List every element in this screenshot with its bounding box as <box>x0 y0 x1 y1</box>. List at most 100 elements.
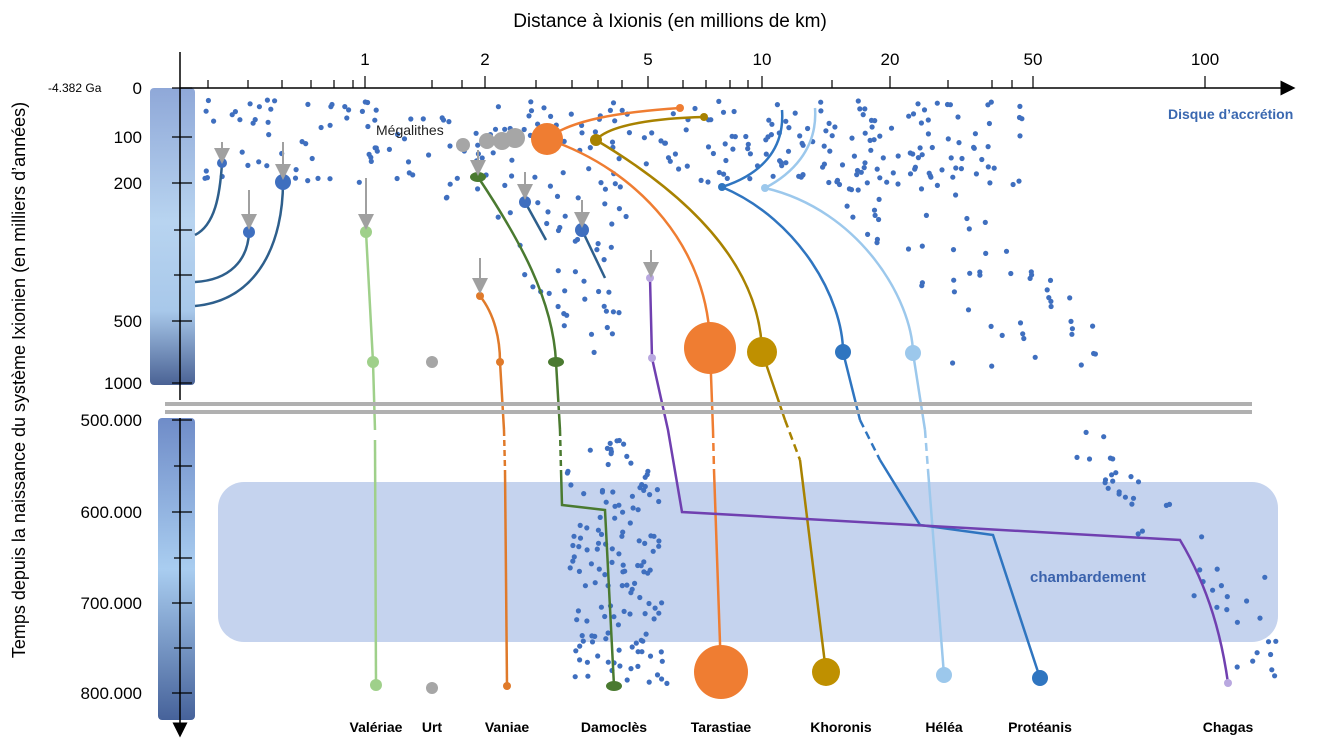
planetesimal <box>653 606 658 611</box>
planetesimal <box>618 184 623 189</box>
planetesimal <box>977 269 982 274</box>
planetesimal <box>474 131 479 136</box>
body-label: Khoronis <box>810 719 872 735</box>
planetesimal <box>769 122 774 127</box>
planetesimal <box>644 161 649 166</box>
planetesimal <box>837 182 842 187</box>
planetesimal <box>1266 639 1271 644</box>
planetesimal <box>1214 605 1219 610</box>
planetesimal <box>610 489 615 494</box>
planetesimal <box>555 194 560 199</box>
planetesimal <box>640 639 645 644</box>
planetesimal <box>576 195 581 200</box>
planetesimal <box>1069 332 1074 337</box>
planetesimal <box>896 153 901 158</box>
planetesimal <box>624 583 629 588</box>
planetesimal <box>616 551 621 556</box>
planetesimal <box>628 461 633 466</box>
y-tick-label: 1000 <box>104 374 142 393</box>
x-tick-label: 1 <box>360 50 369 69</box>
planetesimal <box>659 676 664 681</box>
planetesimal <box>711 151 716 156</box>
planetesimal <box>656 499 661 504</box>
planetesimal <box>745 146 750 151</box>
planetesimal <box>613 181 618 186</box>
planetesimal <box>1087 456 1092 461</box>
planetesimal <box>245 163 250 168</box>
planetesimal <box>599 532 604 537</box>
planetesimal <box>1008 271 1013 276</box>
planetesimal <box>573 674 578 679</box>
planetesimal <box>1004 249 1009 254</box>
planetesimal <box>294 167 299 172</box>
planetesimal <box>1017 104 1022 109</box>
planetesimal <box>609 245 614 250</box>
planetesimal <box>598 180 603 185</box>
body <box>496 358 504 366</box>
planetesimal <box>608 108 613 113</box>
planetesimal <box>908 171 913 176</box>
planetesimal <box>1255 650 1260 655</box>
body <box>648 354 656 362</box>
planetesimal <box>895 181 900 186</box>
planetesimal <box>603 636 608 641</box>
planetesimal <box>1074 455 1079 460</box>
planetesimal <box>775 102 780 107</box>
planetesimal <box>870 124 875 129</box>
planetesimal <box>725 176 730 181</box>
planetesimal <box>206 98 211 103</box>
planetesimal <box>820 165 825 170</box>
planetesimal <box>1167 502 1172 507</box>
planetesimal <box>387 147 392 152</box>
planetesimal <box>1128 474 1133 479</box>
planetesimal <box>1235 620 1240 625</box>
planetesimal <box>577 644 582 649</box>
planetesimal <box>645 472 650 477</box>
planetesimal <box>1029 272 1034 277</box>
planetesimal <box>617 206 622 211</box>
planetesimal <box>769 132 774 137</box>
planetesimal <box>589 633 594 638</box>
planetesimal <box>529 108 534 113</box>
planetesimal <box>619 534 624 539</box>
planetesimal <box>563 214 568 219</box>
planetesimal <box>732 109 737 114</box>
planetesimal <box>365 124 370 129</box>
planetesimal <box>906 114 911 119</box>
planetesimal <box>573 648 578 653</box>
planetesimal <box>329 102 334 107</box>
planetesimal <box>596 289 601 294</box>
planetesimal <box>625 677 630 682</box>
planetesimal <box>526 113 531 118</box>
planetesimal <box>875 167 880 172</box>
planetesimal <box>620 583 625 588</box>
planetesimal <box>541 105 546 110</box>
planetesimal <box>502 127 507 132</box>
planetesimal <box>564 313 569 318</box>
upheaval-label: chambardement <box>1030 569 1146 586</box>
planetesimal <box>624 214 629 219</box>
body <box>905 345 921 361</box>
trajectory <box>722 110 860 420</box>
planetesimal <box>857 106 862 111</box>
time-bar-upper <box>150 88 195 385</box>
planetesimal <box>983 251 988 256</box>
planetesimal <box>987 180 992 185</box>
planetesimal <box>643 611 648 616</box>
planetesimal <box>596 528 601 533</box>
planetesimal <box>1250 659 1255 664</box>
y-axis-title: Temps depuis la naissance du système Ixi… <box>9 102 29 658</box>
planetesimal <box>953 192 958 197</box>
planetesimal <box>1017 115 1022 120</box>
planetesimal <box>1090 324 1095 329</box>
planetesimal <box>1131 496 1136 501</box>
body <box>747 337 777 367</box>
trajectory <box>478 177 560 430</box>
planetesimal <box>663 141 668 146</box>
planetesimal <box>602 304 607 309</box>
planetesimal <box>799 175 804 180</box>
planetesimal <box>989 324 994 329</box>
body <box>676 104 684 112</box>
planetesimal <box>634 641 639 646</box>
planetesimal <box>327 176 332 181</box>
